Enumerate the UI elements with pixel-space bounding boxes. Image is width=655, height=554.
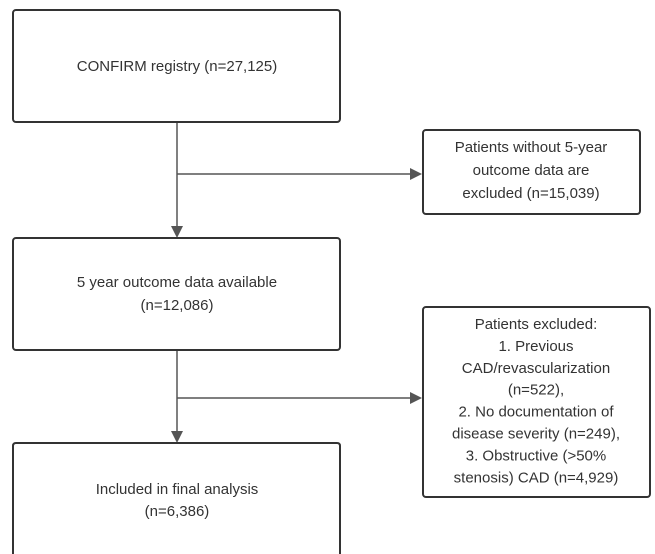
arrowhead xyxy=(171,431,183,443)
node-text: excluded (n=15,039) xyxy=(462,185,599,202)
node-text: Patients excluded: xyxy=(475,316,598,333)
node-text: stenosis) CAD (n=4,929) xyxy=(454,469,619,486)
node-text: (n=12,086) xyxy=(141,297,214,314)
node-text: disease severity (n=249), xyxy=(452,425,620,442)
node-text: CAD/revascularization xyxy=(462,360,610,377)
node-text: Patients without 5-year xyxy=(455,139,608,156)
node-text: outcome data are xyxy=(473,162,590,179)
box xyxy=(422,129,641,215)
arrowhead xyxy=(171,226,183,238)
node-text: Included in final analysis xyxy=(96,481,259,498)
box xyxy=(12,9,341,123)
box xyxy=(422,306,651,498)
box xyxy=(12,442,341,554)
node-text: (n=522), xyxy=(508,382,564,399)
box xyxy=(12,237,341,351)
node-text: CONFIRM registry (n=27,125) xyxy=(77,58,277,75)
node-text: 2. No documentation of xyxy=(458,404,614,421)
node-text: (n=6,386) xyxy=(145,503,210,520)
arrowhead xyxy=(410,168,422,180)
arrowhead xyxy=(410,392,422,404)
node-text: 3. Obstructive (>50% xyxy=(466,447,606,464)
node-text: 1. Previous xyxy=(498,338,573,355)
node-text: 5 year outcome data available xyxy=(77,274,277,291)
